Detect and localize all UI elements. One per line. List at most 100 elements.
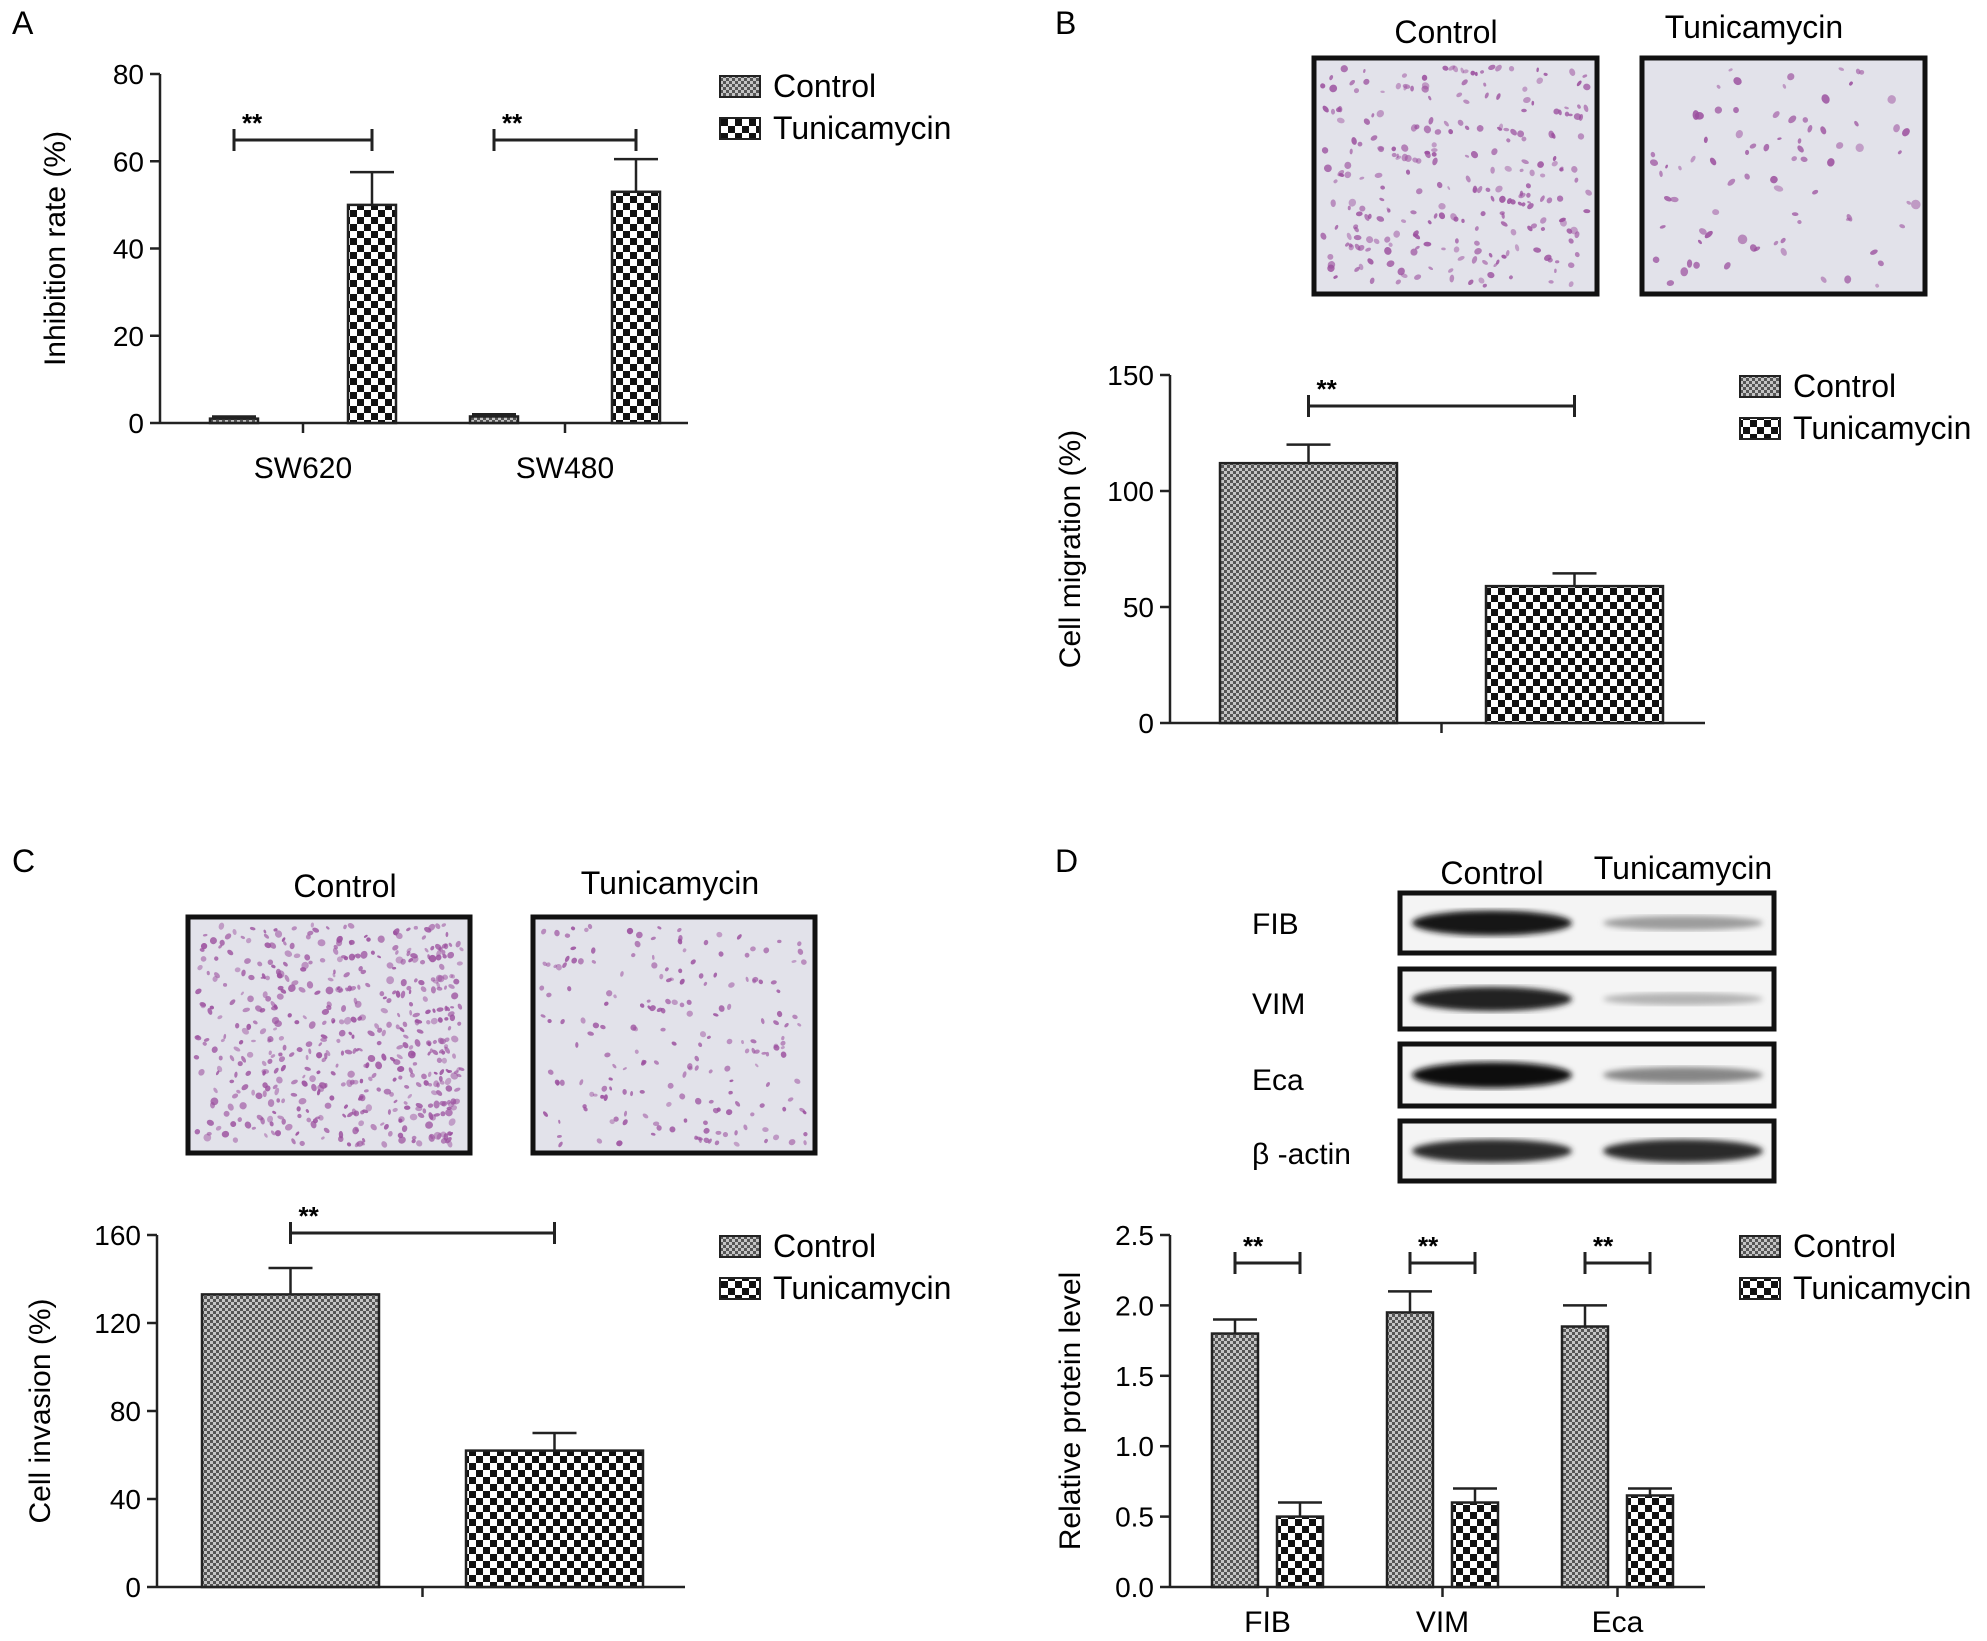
- cell-dot: [442, 954, 447, 959]
- cell-dot: [1540, 173, 1546, 178]
- cell-dot: [1540, 227, 1545, 231]
- cell-dot: [363, 1089, 369, 1093]
- x-tick-label-d: FIB: [1244, 1606, 1291, 1639]
- cell-dot: [1820, 276, 1827, 283]
- cell-dot: [1333, 179, 1338, 184]
- cell-dot: [380, 1122, 385, 1126]
- cell-dot: [1582, 74, 1588, 78]
- cell-dot: [428, 954, 437, 963]
- cell-dot: [447, 1026, 452, 1031]
- legend-label-d-control: Control: [1793, 1228, 1896, 1264]
- cell-dot: [427, 1103, 434, 1108]
- cell-dot: [553, 964, 558, 969]
- cell-dot: [325, 1050, 331, 1057]
- y-tick-label-b: 100: [1107, 476, 1154, 507]
- cell-dot: [448, 984, 455, 989]
- cell-dot: [406, 950, 411, 957]
- cell-dot: [332, 973, 336, 978]
- cell-dot: [360, 1110, 365, 1115]
- cell-dot: [429, 1048, 433, 1053]
- cell-dot: [1521, 108, 1527, 113]
- cell-dot: [213, 1087, 218, 1094]
- cell-dot: [1574, 252, 1580, 258]
- cell-dot: [357, 1016, 363, 1021]
- cell-dot: [296, 1047, 303, 1053]
- cell-dot: [359, 1078, 364, 1084]
- cell-dot: [436, 1057, 443, 1063]
- cell-dot: [1377, 145, 1385, 151]
- cell-dot: [1583, 104, 1589, 113]
- cell-dot: [1500, 221, 1508, 227]
- cell-dot: [666, 1101, 672, 1107]
- cell-dot: [1859, 69, 1865, 75]
- cell-dot: [1340, 65, 1348, 73]
- cell-dot: [262, 1082, 268, 1089]
- micrograph-c-control: [185, 914, 473, 1156]
- cell-dot: [238, 1040, 244, 1045]
- cell-dot: [304, 954, 311, 961]
- legend-label-a-tunicamycin: Tunicamycin: [773, 110, 951, 146]
- cell-dot: [1367, 213, 1372, 220]
- cell-dot: [318, 1114, 324, 1121]
- cell-dot: [1540, 195, 1545, 202]
- cell-dot: [211, 1046, 218, 1053]
- cell-dot: [363, 934, 368, 938]
- cell-dot: [1474, 247, 1482, 255]
- cell-dot: [1380, 185, 1386, 190]
- cell-dot: [652, 1121, 660, 1126]
- cell-dot: [370, 950, 375, 955]
- cell-dot: [1345, 242, 1350, 247]
- cell-dot: [715, 1130, 722, 1135]
- cell-dot: [1371, 113, 1375, 118]
- cell-dot: [788, 1139, 796, 1146]
- cell-dot: [1410, 85, 1414, 92]
- cell-dot: [657, 926, 662, 930]
- cell-dot: [1780, 237, 1786, 244]
- x-tick-label-d: VIM: [1416, 1606, 1469, 1639]
- cell-dot: [1536, 67, 1539, 73]
- cell-dot: [664, 967, 669, 972]
- cell-dot: [703, 981, 708, 986]
- cell-dot: [1358, 263, 1364, 271]
- cell-dot: [209, 937, 217, 945]
- cell-dot: [1410, 248, 1418, 256]
- cell-dot: [1899, 224, 1906, 229]
- cell-dot: [294, 1020, 300, 1025]
- bar-c-tunicamycin: [464, 1449, 645, 1589]
- bar-d-control: [1385, 1311, 1435, 1589]
- bar-d-control: [1210, 1332, 1260, 1589]
- y-tick-label-d: 0.5: [1115, 1502, 1154, 1533]
- cell-dot: [1506, 198, 1512, 204]
- bar-b-tunicamycin: [1484, 584, 1665, 725]
- blot-strip: [1397, 890, 1777, 956]
- cell-dot: [251, 1089, 256, 1096]
- y-axis-title-a: Inhibition rate (%): [39, 131, 72, 366]
- cell-dot: [274, 930, 283, 938]
- cell-dot: [1504, 165, 1512, 172]
- cell-dot: [281, 1118, 286, 1125]
- cell-dot: [669, 1126, 676, 1133]
- cell-dot: [1692, 110, 1700, 120]
- cell-dot: [408, 1067, 413, 1074]
- cell-dot: [1556, 195, 1564, 202]
- cell-dot: [558, 1119, 561, 1124]
- cell-dot: [408, 1001, 414, 1007]
- cell-dot: [265, 996, 272, 1002]
- cell-dot: [423, 1080, 429, 1086]
- cell-dot: [1421, 82, 1430, 90]
- cell-dot: [232, 1137, 239, 1143]
- cell-dot: [1749, 244, 1758, 252]
- cell-dot: [370, 1123, 377, 1131]
- cell-dot: [424, 926, 432, 933]
- cell-dot: [392, 945, 399, 951]
- blot-column-control: Control: [1440, 855, 1543, 891]
- cell-dot: [414, 1018, 420, 1026]
- cell-dot: [379, 991, 385, 997]
- cell-dot: [408, 1045, 414, 1050]
- chart-d: 0.0 0.5 1.0 1.5 2.0 2.5 Relative protein level…: [1054, 1220, 1971, 1639]
- cell-dot: [1474, 71, 1478, 77]
- cell-dot: [450, 1105, 458, 1111]
- cell-dot: [422, 996, 428, 1002]
- cell-dot: [1336, 107, 1342, 113]
- cell-dot: [395, 932, 403, 939]
